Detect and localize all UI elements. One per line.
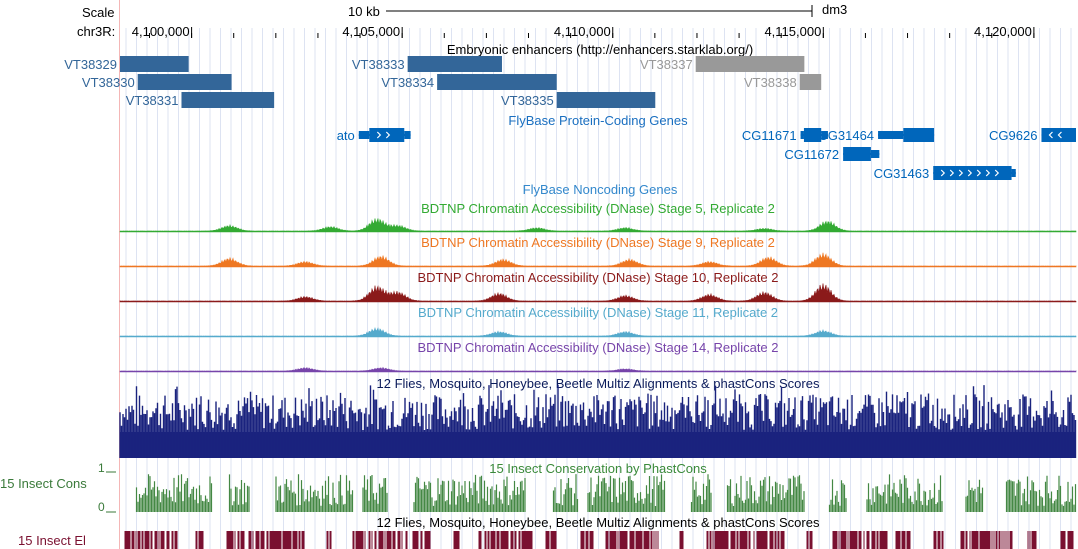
conserved-elements[interactable] [124, 531, 1074, 549]
scale-bar-label: 10 kb [348, 4, 380, 19]
gene-exon[interactable] [803, 128, 822, 142]
assembly-label: dm3 [822, 2, 847, 17]
elements-track[interactable] [124, 531, 1074, 549]
gene-utr [821, 131, 828, 139]
enhancer-label[interactable]: VT38337 [640, 57, 693, 72]
scale-bar-label-bg [344, 3, 386, 18]
enhancer-feature[interactable] [695, 56, 805, 72]
phastcons-side-label: 15 Insect Cons [0, 476, 87, 491]
strand-arrow [1048, 131, 1053, 139]
gene-label[interactable]: CG9626 [989, 128, 1037, 143]
ruler-tick-label: 4,100,000 [132, 24, 190, 39]
genes-track-title: FlyBase Protein-Coding Genes [508, 113, 688, 128]
dnase-track-title: BDTNP Chromatin Accessibility (DNase) St… [421, 201, 775, 216]
enhancer-label[interactable]: VT38334 [381, 75, 434, 90]
dnase-tracks[interactable]: BDTNP Chromatin Accessibility (DNase) St… [119, 201, 1077, 373]
multiz-track-title: 12 Flies, Mosquito, Honeybee, Beetle Mul… [377, 376, 820, 391]
genes-track[interactable]: ato CG11671 CG11672 CG31464 CG9626 CG31463 [337, 128, 1076, 181]
dnase-track-title: BDTNP Chromatin Accessibility (DNase) St… [421, 235, 775, 250]
scale-label: Scale [82, 5, 115, 20]
enhancer-label[interactable]: VT38330 [82, 75, 135, 90]
strand-arrow [949, 169, 955, 177]
phastcons-ymax: 1 [98, 461, 105, 475]
elements-track-title: 12 Flies, Mosquito, Honeybee, Beetle Mul… [377, 515, 820, 530]
gene-utr [358, 131, 370, 139]
enhancer-label[interactable]: VT38329 [64, 57, 117, 72]
dnase-track-title: BDTNP Chromatin Accessibility (DNase) St… [417, 340, 778, 355]
dnase-signal[interactable] [119, 366, 1077, 373]
position-ruler: 4,100,000 4,105,000 4,110,000 4,115,000 4,12… [132, 24, 1035, 39]
dnase-signal[interactable] [119, 327, 1077, 338]
strand-arrow [967, 169, 973, 177]
enhancer-feature[interactable] [137, 74, 232, 90]
enhancer-feature[interactable] [799, 74, 822, 90]
gene-utr [404, 131, 411, 139]
dnase-signal[interactable] [119, 218, 1077, 233]
gene-exon[interactable] [903, 128, 935, 142]
enhancer-label[interactable]: VT38338 [744, 75, 797, 90]
phastcons-track-title: 15 Insect Conservation by PhastCons [489, 461, 707, 476]
gene-label[interactable]: ato [337, 128, 355, 143]
gene-label[interactable]: CG11671 [742, 128, 797, 143]
gene-utr [800, 131, 804, 139]
strand-arrow [940, 169, 946, 177]
enhancers-track-title: Embryonic enhancers (http://enhancers.st… [447, 42, 753, 57]
strand-arrow [1057, 131, 1062, 139]
ruler-tick-label: 4,115,000 [764, 24, 821, 39]
dnase-signal[interactable] [119, 283, 1077, 303]
noncoding-track-title: FlyBase Noncoding Genes [523, 182, 678, 197]
enhancer-feature[interactable] [181, 92, 275, 108]
dnase-track-title: BDTNP Chromatin Accessibility (DNase) St… [417, 270, 778, 285]
gene-utr [870, 150, 880, 158]
enhancers-track[interactable]: VT38329 VT38330 VT38331 VT38333 VT38334 VT383… [64, 56, 822, 108]
enhancer-label[interactable]: VT38331 [126, 93, 179, 108]
strand-arrow [994, 169, 1000, 177]
gene-label[interactable]: CG31464 [818, 128, 874, 143]
strand-arrow [985, 169, 991, 177]
strand-arrow [958, 169, 964, 177]
enhancer-label[interactable]: VT38335 [501, 93, 554, 108]
gene-exon[interactable] [933, 166, 1012, 180]
phastcons-ymin: 0 [98, 500, 105, 514]
multiz-track[interactable] [119, 384, 1077, 458]
phastcons-track[interactable] [135, 474, 1077, 512]
strand-arrow [976, 169, 982, 177]
chrom-label: chr3R: [77, 24, 115, 39]
gene-label[interactable]: CG31463 [874, 166, 930, 181]
phastcons-bars[interactable] [135, 474, 1077, 512]
ruler-tick-label: 4,105,000 [342, 24, 400, 39]
strand-arrow [385, 131, 391, 139]
gene-utr [1011, 169, 1016, 177]
enhancer-feature[interactable] [556, 92, 656, 108]
gene-label[interactable]: CG11672 [784, 147, 839, 162]
elements-side-label: 15 Insect El [18, 533, 86, 548]
enhancer-feature[interactable] [120, 56, 189, 72]
enhancer-feature[interactable] [407, 56, 502, 72]
ruler-tick-label: 4,120,000 [974, 24, 1032, 39]
ruler-tick-label: 4,110,000 [554, 24, 611, 39]
enhancer-label[interactable]: VT38333 [352, 57, 405, 72]
dnase-track-title: BDTNP Chromatin Accessibility (DNase) St… [418, 305, 778, 320]
gene-exon[interactable] [369, 128, 405, 142]
gridlines [125, 28, 1072, 549]
enhancer-feature[interactable] [437, 74, 557, 90]
dnase-signal[interactable] [119, 252, 1077, 268]
gene-exon[interactable] [843, 147, 871, 161]
strand-arrow [376, 131, 382, 139]
multiz-bars[interactable] [119, 384, 1077, 458]
gene-utr [878, 131, 904, 139]
